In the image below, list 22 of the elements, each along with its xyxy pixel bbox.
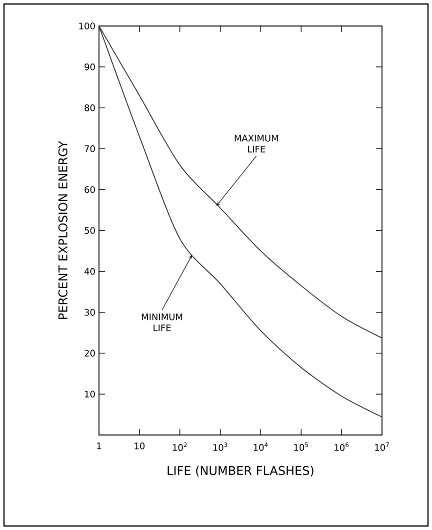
y-tick-label: 60 [84,186,95,193]
annotation: MAXIMUM LIFE [234,134,278,152]
x-tick-label: 10$^{5}$ [294,442,308,451]
x-tick-label: 1 [97,442,102,450]
y-tick-label: 100 [79,22,95,30]
y-axis-title: PERCENT EXPLOSION ENERGY [58,140,68,319]
y-tick-label: 40 [84,268,95,275]
y-tick-label: 20 [84,350,95,357]
y-tick-label: 10 [85,390,95,398]
x-tick-label: 10$^{6}$ [334,442,349,451]
x-axis-title: LIFE (NUMBER FLASHES) [168,466,314,476]
y-tick-label: 70 [84,145,95,152]
y-tick-label: 30 [84,308,95,316]
x-tick-label: 10$^{4}$ [254,442,268,451]
x-tick-label: 10 [134,442,145,450]
y-tick-label: 50 [84,227,95,234]
y-tick-label: 80 [84,104,95,112]
annotation: MINIMUM LIFE [142,314,182,332]
x-tick-label: 10$^{3}$ [213,442,228,451]
x-tick-label: 10$^{7}$ [375,442,389,451]
x-tick-label: 10$^{2}$ [172,442,187,451]
y-tick-label: 90 [84,63,95,70]
